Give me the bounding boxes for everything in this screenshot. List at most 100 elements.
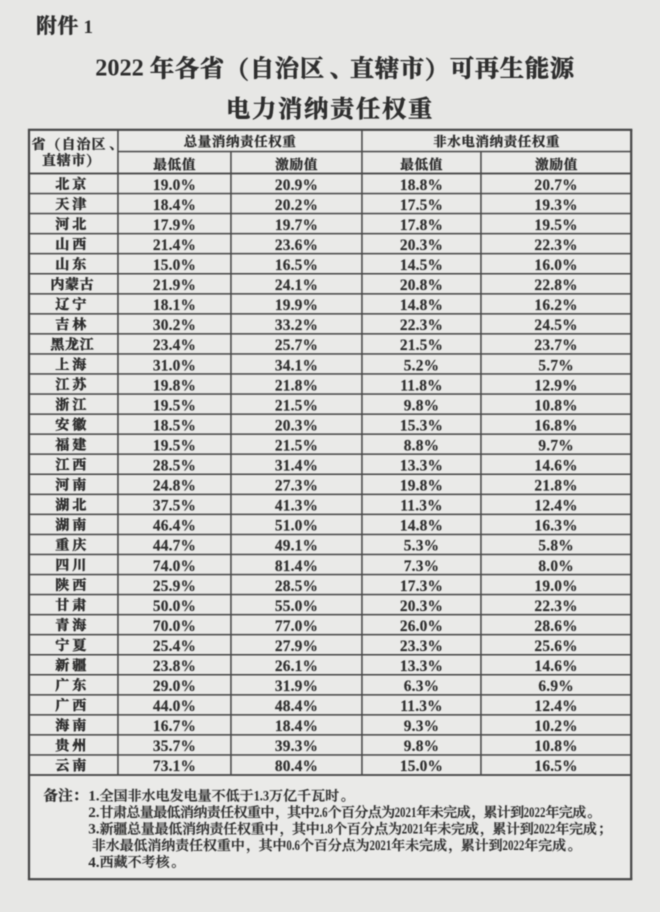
svg-text:9.3%: 9.3% [404,718,439,735]
svg-text:20.3%: 20.3% [275,417,318,434]
svg-text:12.4%: 12.4% [534,698,577,715]
svg-text:20.8%: 20.8% [400,277,443,294]
svg-text:3.: 3. [88,821,100,838]
svg-text:31.9%: 31.9% [275,678,318,695]
svg-text:12.9%: 12.9% [534,377,577,394]
svg-text:18.4%: 18.4% [153,197,196,214]
svg-text:22.3%: 22.3% [534,598,577,615]
svg-text:55.0%: 55.0% [275,598,318,615]
svg-text:22.3%: 22.3% [400,317,443,334]
svg-text:35.7%: 35.7% [153,738,196,755]
svg-text:1.: 1. [88,788,100,805]
svg-text:22.8%: 22.8% [534,277,577,294]
svg-text:18.1%: 18.1% [153,297,196,314]
svg-text:20.7%: 20.7% [534,177,577,194]
svg-text:16.8%: 16.8% [534,417,577,434]
svg-text:20.9%: 20.9% [275,177,318,194]
svg-text:7.3%: 7.3% [404,558,439,575]
svg-text:2.6: 2.6 [314,804,328,821]
svg-text:34.1%: 34.1% [275,357,318,374]
svg-text:14.6%: 14.6% [534,458,577,475]
svg-text:51.0%: 51.0% [275,518,318,535]
svg-text:21.5%: 21.5% [275,438,318,455]
svg-text:10.2%: 10.2% [534,718,577,735]
svg-text:2021: 2021 [370,837,392,854]
svg-text:21.8%: 21.8% [534,478,577,495]
svg-text:19.5%: 19.5% [153,438,196,455]
svg-text:19.3%: 19.3% [534,197,577,214]
svg-text:26.0%: 26.0% [400,618,443,635]
svg-text:25.9%: 25.9% [153,578,196,595]
svg-text:44.7%: 44.7% [153,538,196,555]
svg-text:2.: 2. [88,804,100,821]
svg-text:14.8%: 14.8% [400,518,443,535]
svg-text:19.0%: 19.0% [534,578,577,595]
svg-text:1.8: 1.8 [319,821,333,838]
svg-text:46.4%: 46.4% [153,518,196,535]
svg-text:41.3%: 41.3% [275,498,318,515]
svg-text:20.3%: 20.3% [400,598,443,615]
svg-text:5.3%: 5.3% [404,538,439,555]
svg-text:5.8%: 5.8% [538,538,573,555]
svg-text:5.2%: 5.2% [404,357,439,374]
svg-text:16.5%: 16.5% [534,758,577,775]
svg-text:1.3: 1.3 [254,788,270,805]
svg-text:11.8%: 11.8% [400,377,442,394]
svg-text:0.6: 0.6 [286,837,300,854]
svg-text:26.1%: 26.1% [275,658,318,675]
svg-text:39.3%: 39.3% [275,738,318,755]
svg-text:25.4%: 25.4% [153,638,196,655]
svg-text:14.5%: 14.5% [400,257,443,274]
svg-text:14.6%: 14.6% [534,658,577,675]
svg-text:8.8%: 8.8% [404,438,439,455]
svg-text:31.4%: 31.4% [275,458,318,475]
svg-text:23.3%: 23.3% [400,638,443,655]
svg-text:19.7%: 19.7% [275,217,318,234]
svg-text:48.4%: 48.4% [275,698,318,715]
svg-text:11.3%: 11.3% [400,498,442,515]
svg-text:70.0%: 70.0% [153,618,196,635]
svg-text:44.0%: 44.0% [153,698,196,715]
svg-text:24.8%: 24.8% [153,478,196,495]
svg-text:23.6%: 23.6% [275,237,318,254]
svg-text:37.5%: 37.5% [153,498,196,515]
svg-text:9.8%: 9.8% [404,738,439,755]
svg-text:19.8%: 19.8% [400,478,443,495]
svg-text:20.3%: 20.3% [400,237,443,254]
svg-text:25.6%: 25.6% [534,638,577,655]
svg-text:10.8%: 10.8% [534,738,577,755]
svg-text:2022: 2022 [524,804,546,821]
svg-text:15.0%: 15.0% [400,758,443,775]
svg-text:28.5%: 28.5% [275,578,318,595]
svg-text:28.5%: 28.5% [153,458,196,475]
svg-text:19.5%: 19.5% [153,397,196,414]
svg-text:31.0%: 31.0% [153,357,196,374]
svg-text:28.6%: 28.6% [534,618,577,635]
svg-text:11.3%: 11.3% [400,698,442,715]
svg-text:21.4%: 21.4% [153,237,196,254]
svg-text:81.4%: 81.4% [275,558,318,575]
svg-text:14.8%: 14.8% [400,297,443,314]
svg-text:20.2%: 20.2% [275,197,318,214]
svg-text:17.9%: 17.9% [153,217,196,234]
svg-text:19.5%: 19.5% [534,217,577,234]
svg-text:9.7%: 9.7% [538,438,573,455]
svg-text:23.4%: 23.4% [153,337,196,354]
svg-text:33.2%: 33.2% [275,317,318,334]
svg-text:2021: 2021 [402,821,424,838]
svg-text:12.4%: 12.4% [534,498,577,515]
svg-text:22.3%: 22.3% [534,237,577,254]
svg-text:74.0%: 74.0% [153,558,196,575]
svg-text:10.8%: 10.8% [534,397,577,414]
svg-text:17.5%: 17.5% [400,197,443,214]
svg-text:6.9%: 6.9% [538,678,573,695]
svg-text:17.8%: 17.8% [400,217,443,234]
svg-text:15.0%: 15.0% [153,257,196,274]
svg-text:24.5%: 24.5% [534,317,577,334]
svg-text:16.3%: 16.3% [534,518,577,535]
svg-text:19.9%: 19.9% [275,297,318,314]
svg-text:27.3%: 27.3% [275,478,318,495]
svg-text:5.7%: 5.7% [538,357,573,374]
svg-text:19.8%: 19.8% [153,377,196,394]
svg-text:17.3%: 17.3% [400,578,443,595]
